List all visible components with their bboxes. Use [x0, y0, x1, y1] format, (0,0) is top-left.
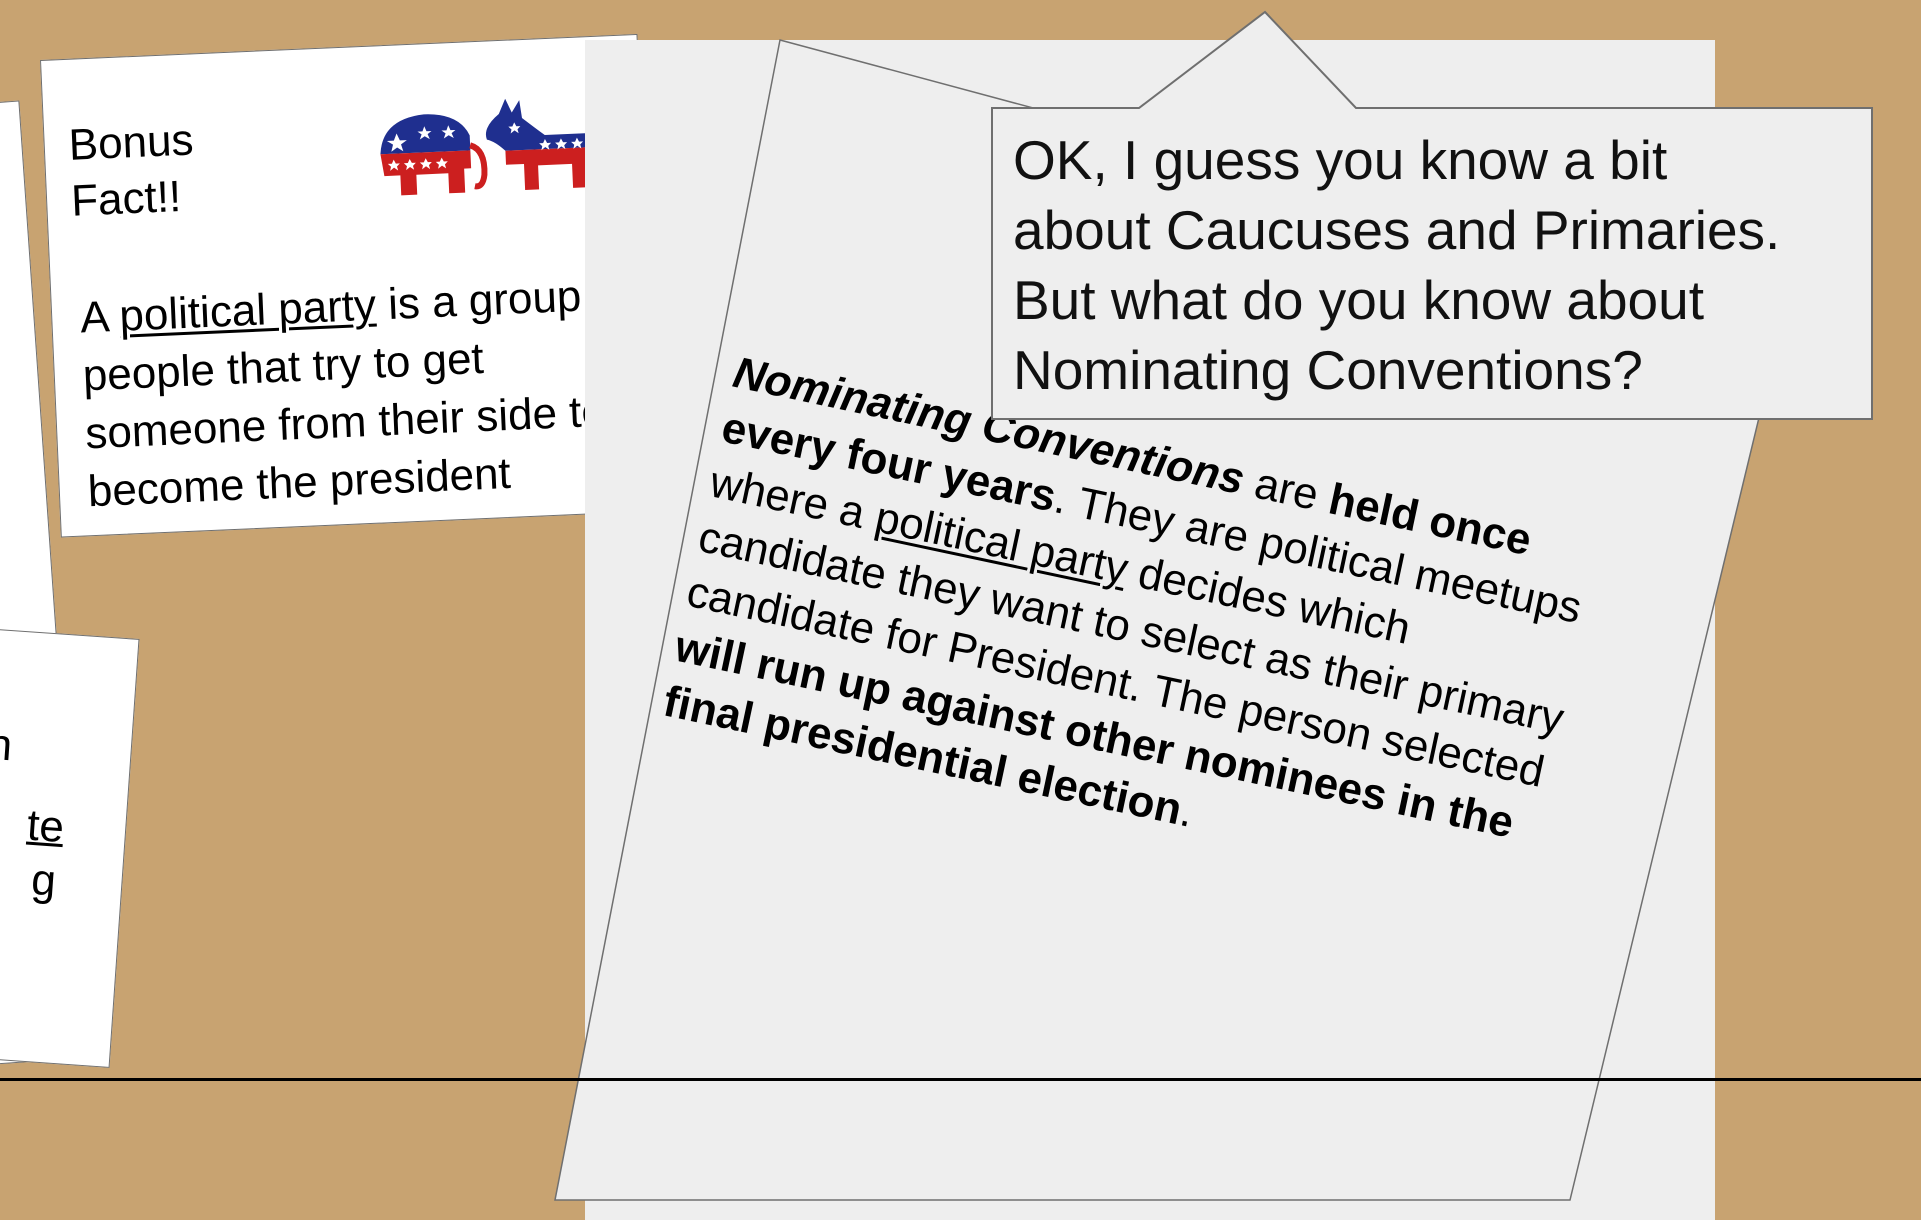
- bonus-body-prefix: A: [79, 291, 121, 343]
- donkey-icon: [485, 98, 594, 190]
- left-text-fragment-2: te: [25, 800, 66, 853]
- bonus-title-line2: Fact!!: [70, 171, 183, 226]
- bottom-border: [0, 1078, 1921, 1081]
- speech-bubble-text: OK, I guess you know a bit about Caucuse…: [1013, 125, 1873, 405]
- left-lower-card: n te g: [0, 625, 140, 1068]
- speech-bubble: [991, 10, 1873, 420]
- bubble-line-2: about Caucuses and Primaries.: [1013, 199, 1781, 261]
- bonus-body-term: political party: [118, 280, 378, 341]
- bonus-title: Bonus Fact!!: [68, 110, 253, 230]
- elephant-and-donkey-icon: [380, 98, 594, 196]
- bubble-line-4: Nominating Conventions?: [1013, 339, 1643, 401]
- bonus-fact-card: Bonus Fact!! A political party is a gr: [40, 33, 659, 538]
- left-text-fragment-3: g: [29, 855, 58, 906]
- elephant-icon: [380, 114, 488, 196]
- bubble-line-1: OK, I guess you know a bit: [1013, 129, 1668, 191]
- bonus-title-line1: Bonus: [67, 115, 195, 170]
- bonus-body-text: A political party is a group of people t…: [79, 265, 644, 521]
- left-text-fragment-1: n: [0, 719, 14, 771]
- bubble-line-3: But what do you know about: [1013, 269, 1705, 331]
